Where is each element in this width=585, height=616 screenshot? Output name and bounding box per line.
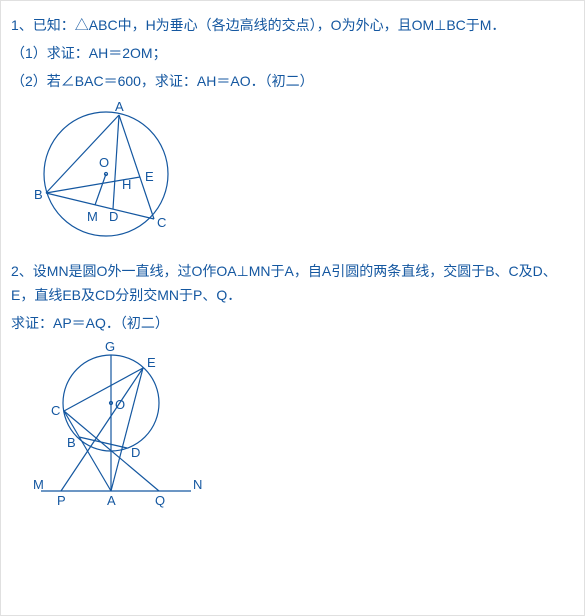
svg-text:C: C <box>51 403 60 418</box>
fig2-svg: G E C O B D MP A Q N <box>31 341 211 511</box>
fig1-svg: A B C O MD HE <box>31 99 191 249</box>
svg-text:A: A <box>115 99 124 114</box>
p1-line1: 1、已知：△ABC中，H为垂心（各边高线的交点），O为外心，且OM⊥BC于M． <box>11 13 574 37</box>
svg-text:E: E <box>145 169 154 184</box>
svg-text:O: O <box>115 397 125 412</box>
svg-text:M: M <box>87 209 98 224</box>
p2-line1: 2、设MN是圆O外一直线，过O作OA⊥MN于A，自A引圆的两条直线，交圆于B、C… <box>11 259 574 307</box>
svg-text:M: M <box>33 477 44 492</box>
svg-text:N: N <box>193 477 202 492</box>
svg-text:C: C <box>157 215 166 230</box>
svg-text:B: B <box>67 435 76 450</box>
svg-text:E: E <box>147 355 156 370</box>
svg-text:B: B <box>34 187 43 202</box>
svg-text:G: G <box>105 341 115 354</box>
svg-text:D: D <box>109 209 118 224</box>
svg-text:A: A <box>107 493 116 508</box>
p1-line3: （2）若∠BAC＝600，求证：AH＝AO．（初二） <box>11 69 574 93</box>
svg-text:P: P <box>57 493 66 508</box>
p2-line2: 求证：AP＝AQ．（初二） <box>11 311 574 335</box>
figure-1: A B C O MD HE <box>31 99 574 249</box>
svg-text:H: H <box>122 177 131 192</box>
svg-text:Q: Q <box>155 493 165 508</box>
svg-text:O: O <box>99 155 109 170</box>
p1-line2: （1）求证：AH＝2OM； <box>11 41 574 65</box>
figure-2: G E C O B D MP A Q N <box>31 341 574 511</box>
svg-text:D: D <box>131 445 140 460</box>
